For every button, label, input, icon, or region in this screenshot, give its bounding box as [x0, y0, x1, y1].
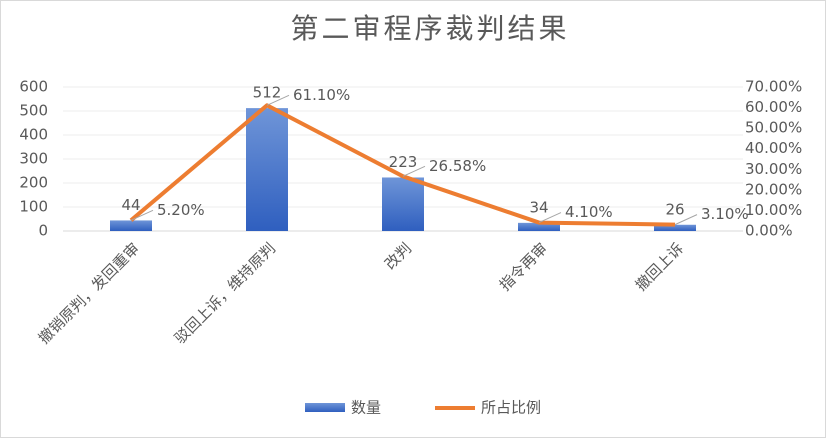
- bar: [654, 224, 696, 231]
- legend-swatch: [305, 403, 345, 412]
- y2-tick-label: 70.00%: [745, 78, 802, 96]
- legend-label: 数量: [351, 399, 381, 417]
- y2-tick-label: 20.00%: [745, 180, 802, 198]
- y-tick-label: 200: [19, 174, 48, 192]
- line-value-label: 3.10%: [701, 205, 749, 223]
- leader-line: [538, 212, 562, 224]
- bar: [518, 222, 560, 231]
- y2-tick-label: 10.00%: [745, 201, 802, 219]
- y2-tick-label: 40.00%: [745, 139, 802, 157]
- leader-line: [402, 165, 426, 177]
- line-value-label: 26.58%: [429, 157, 486, 175]
- bar-value-label: 223: [389, 153, 418, 171]
- leader-line: [266, 94, 290, 106]
- leader-line: [674, 214, 698, 226]
- y-tick-label: 500: [19, 102, 48, 120]
- line-value-label: 4.10%: [565, 203, 613, 221]
- line-value-label: 5.20%: [157, 201, 205, 219]
- y-tick-label: 300: [19, 150, 48, 168]
- bar: [246, 108, 288, 231]
- bar-value-label: 26: [665, 200, 684, 218]
- y2-tick-label: 50.00%: [745, 119, 802, 137]
- legend-label: 所占比例: [481, 399, 541, 417]
- legend-item: 所占比例: [435, 399, 541, 417]
- bar-value-label: 512: [253, 84, 282, 102]
- leader-line: [130, 209, 154, 221]
- y-tick-label: 0: [38, 222, 48, 240]
- legend-item: 数量: [305, 399, 381, 417]
- y-tick-label: 400: [19, 126, 48, 144]
- line-value-label: 61.10%: [293, 86, 350, 104]
- y2-tick-label: 0.00%: [745, 222, 793, 240]
- bar: [382, 177, 424, 231]
- y-tick-label: 600: [19, 78, 48, 96]
- bar-value-label: 44: [121, 196, 140, 214]
- chart-title: 第二审程序裁判结果: [290, 12, 569, 45]
- y2-tick-label: 60.00%: [745, 98, 802, 116]
- bar-value-label: 34: [529, 198, 548, 216]
- bar: [110, 220, 152, 231]
- y2-tick-label: 30.00%: [745, 160, 802, 178]
- y-tick-label: 100: [19, 198, 48, 216]
